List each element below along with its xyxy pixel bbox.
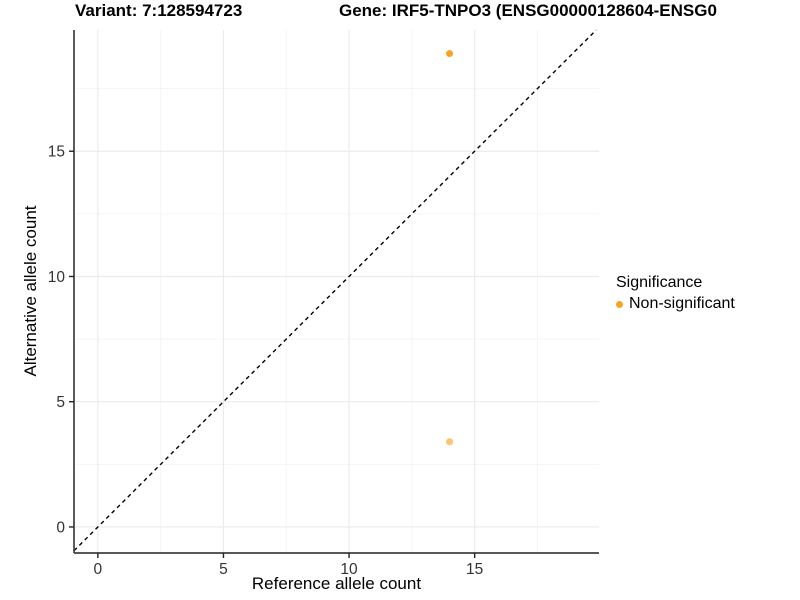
data-point — [446, 50, 454, 58]
x-tick-label: 15 — [466, 561, 483, 578]
legend-dot-icon — [616, 300, 623, 308]
x-tick-label: 5 — [219, 561, 228, 578]
legend-entry-label: Non-significant — [629, 295, 735, 312]
y-tick-label: 0 — [56, 519, 65, 536]
identity-line — [73, 29, 597, 552]
plot-title-variant: Variant: 7:128594723 — [75, 1, 243, 20]
y-tick-label: 15 — [48, 144, 65, 161]
x-axis-title: Reference allele count — [251, 574, 422, 593]
y-axis-title: Alternative allele count — [21, 205, 40, 377]
legend-entry: Non-significant — [616, 295, 735, 313]
x-tick-label: 10 — [340, 561, 358, 578]
x-tick-label: 0 — [94, 561, 103, 578]
y-tick-label: 10 — [48, 269, 66, 286]
legend: Significance Non-significant — [616, 274, 735, 313]
legend-title: Significance — [616, 274, 703, 291]
y-tick-label: 5 — [56, 394, 65, 411]
plot-title-gene: Gene: IRF5-TNPO3 (ENSG00000128604-ENSG0 — [339, 1, 717, 20]
data-point — [446, 438, 454, 446]
